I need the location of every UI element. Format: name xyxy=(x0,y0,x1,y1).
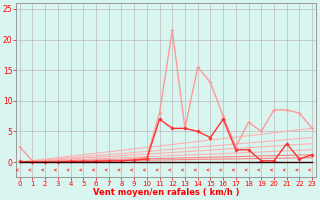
X-axis label: Vent moyen/en rafales ( km/h ): Vent moyen/en rafales ( km/h ) xyxy=(93,188,239,197)
